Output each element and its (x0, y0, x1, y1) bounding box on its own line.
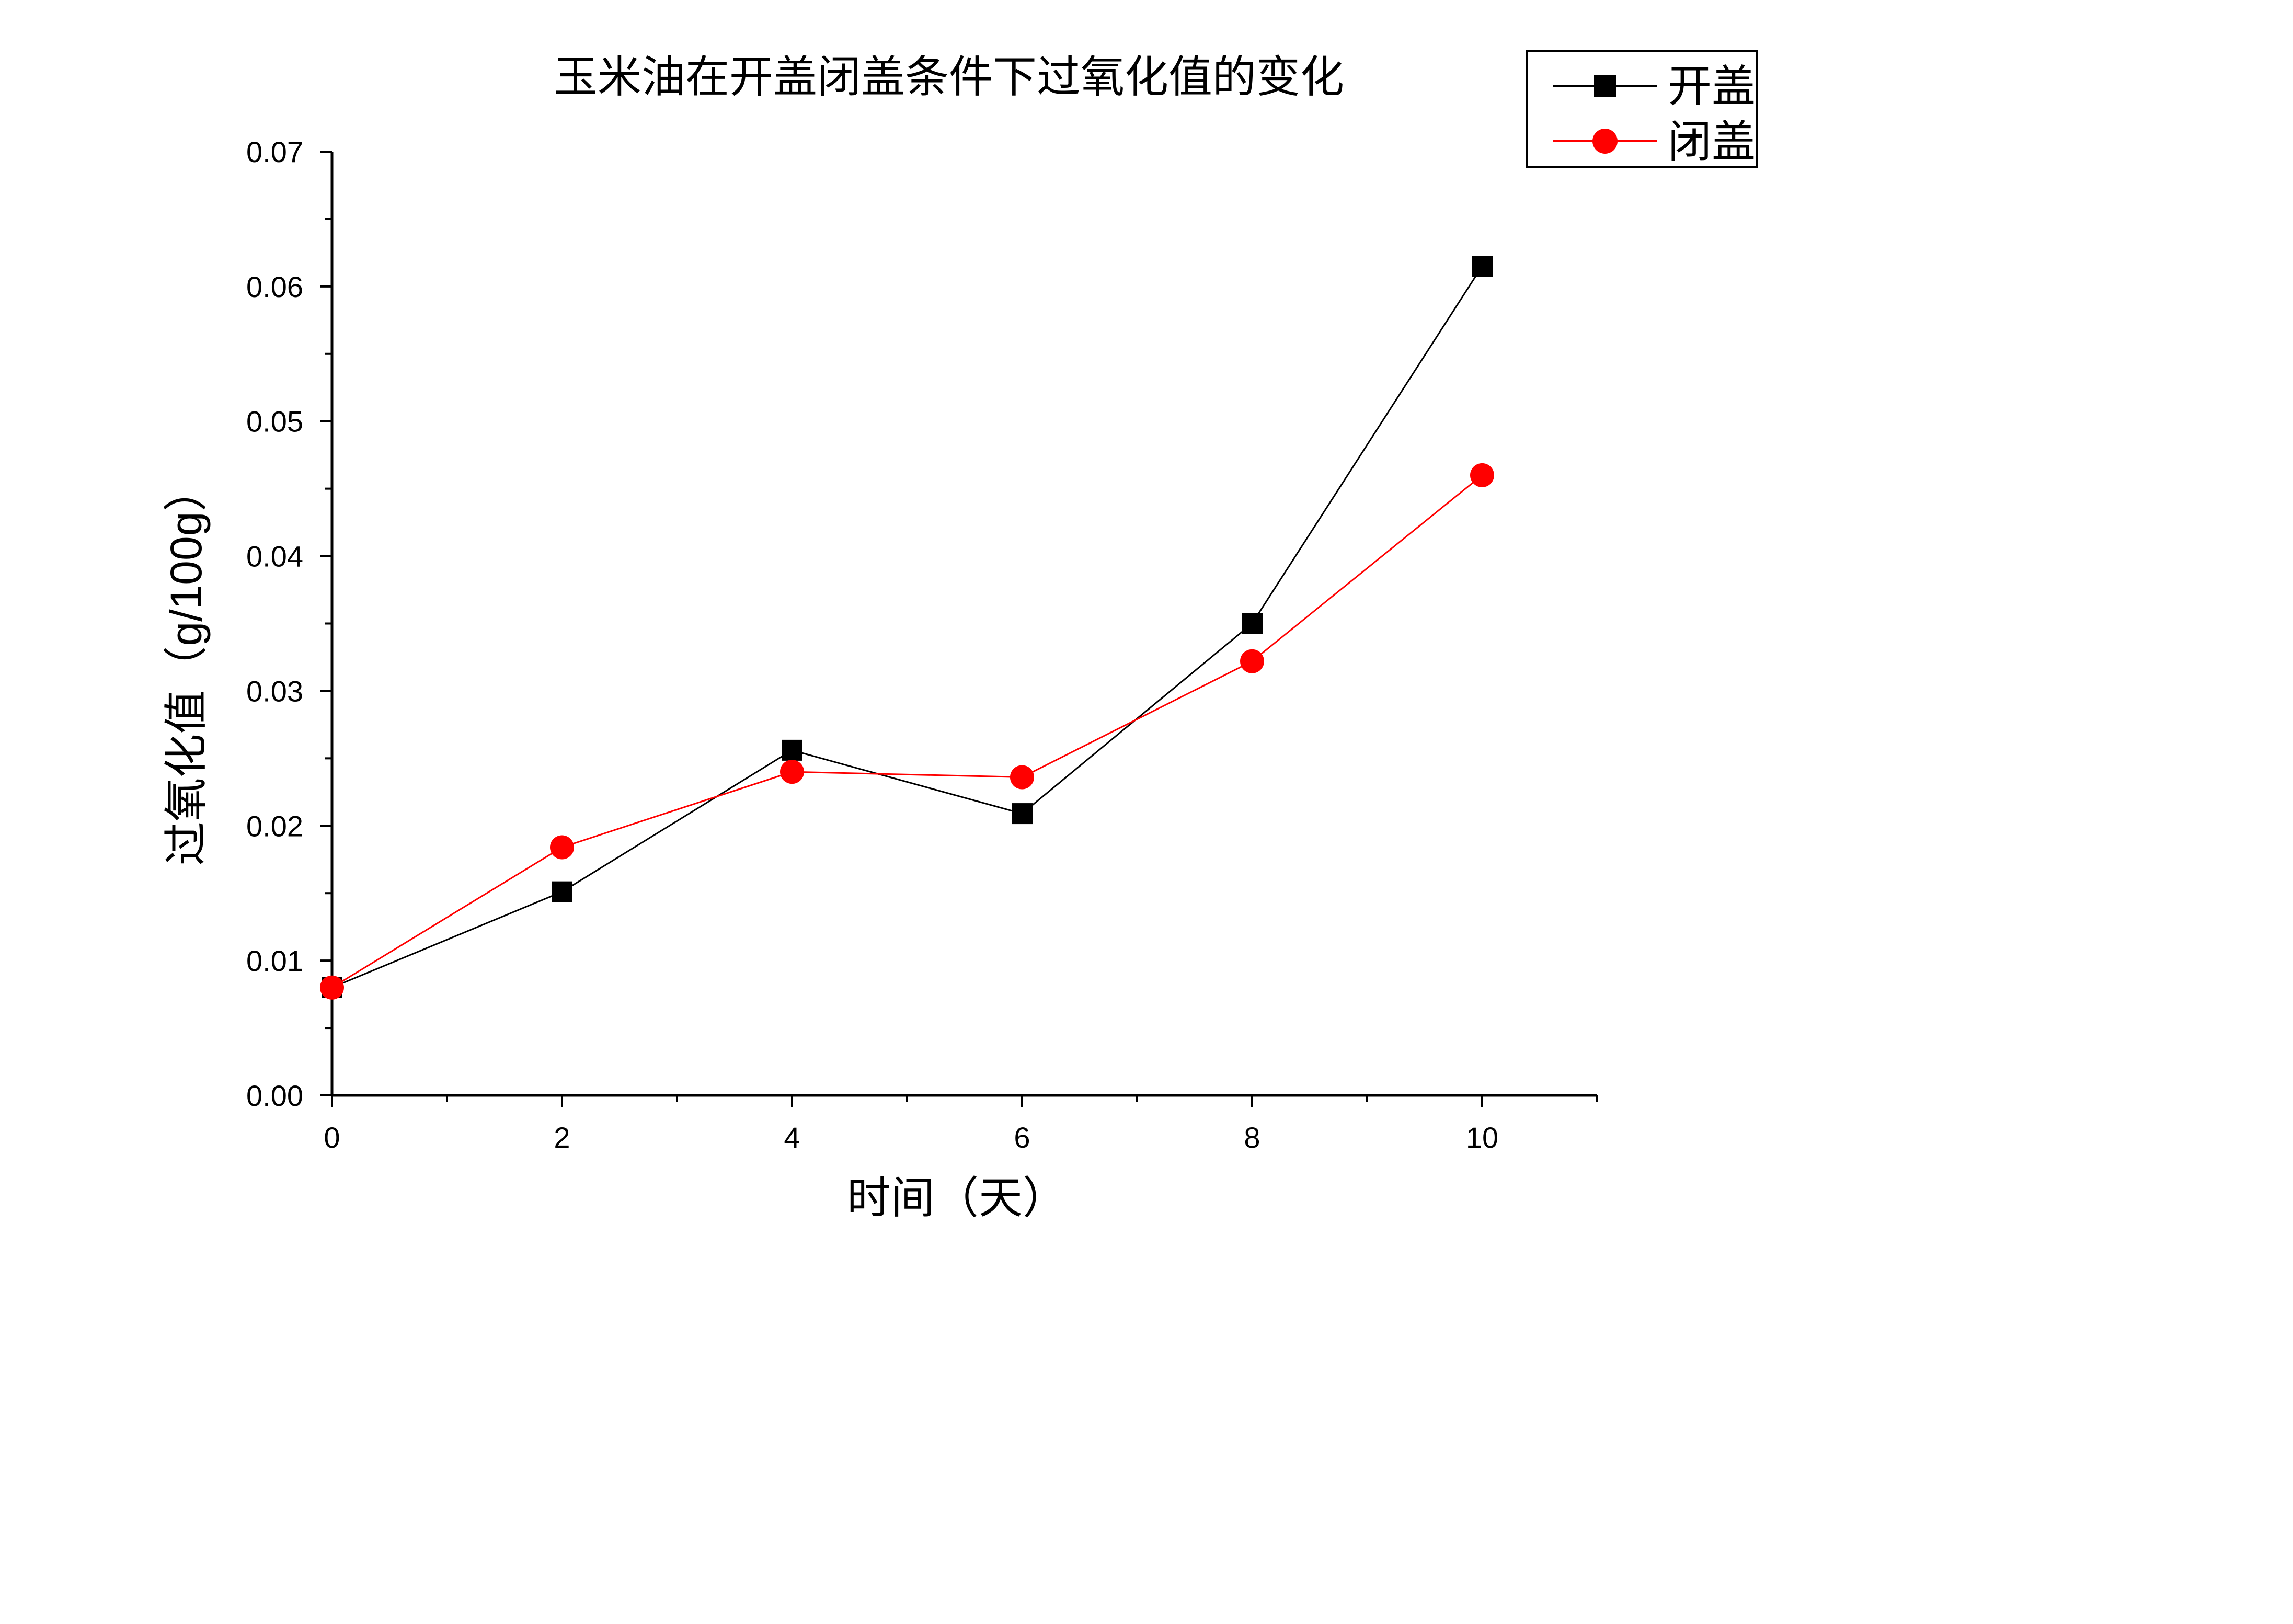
y-tick-label: 0.00 (246, 1079, 303, 1112)
x-tick-label: 2 (554, 1121, 570, 1154)
series-line-1 (331, 474, 1483, 988)
legend-label-series-0: 开盖 (1668, 62, 1756, 111)
chart-title: 玉米油在开盖闭盖条件下过氧化值的变化 (554, 52, 1344, 101)
y-axis-label: 过氧化值（g/100g） (162, 468, 211, 866)
y-tick-label: 0.02 (246, 809, 303, 842)
y-tick-label: 0.05 (246, 405, 303, 438)
x-tick-label: 10 (1466, 1121, 1498, 1154)
y-tick-label: 0.01 (246, 944, 303, 977)
data-point-series-0 (552, 881, 572, 902)
data-point-series-1 (320, 975, 344, 1000)
y-tick-label: 0.04 (246, 540, 303, 573)
legend-label-series-1: 闭盖 (1668, 117, 1756, 166)
legend-marker-circle-icon (1592, 129, 1618, 154)
x-tick-label: 0 (324, 1121, 340, 1154)
data-point-series-0 (1242, 613, 1263, 634)
data-point-series-0 (1012, 803, 1033, 825)
y-tick-label: 0.03 (246, 674, 303, 707)
data-point-series-1 (780, 760, 804, 784)
legend-box (1526, 50, 1758, 168)
data-point-series-1 (550, 835, 574, 860)
x-tick-label: 8 (1244, 1121, 1260, 1154)
x-axis-label: 时间（天） (847, 1173, 1067, 1222)
x-tick-label: 6 (1014, 1121, 1030, 1154)
data-point-series-0 (782, 739, 802, 761)
data-point-series-1 (1470, 463, 1494, 487)
data-point-series-1 (1010, 765, 1034, 790)
legend: 开盖 闭盖 (1526, 50, 1758, 168)
axes (330, 152, 1597, 1097)
x-tick-label: 4 (784, 1121, 800, 1154)
ticks: 0 2 4 6 8 10 0.00 0.01 0.02 0.03 0.04 0.05 0.06 0.07 (246, 135, 1598, 1154)
data-point-series-1 (1240, 649, 1264, 673)
y-tick-label: 0.06 (246, 270, 303, 303)
series-layer (320, 256, 1494, 1000)
data-point-series-0 (1472, 256, 1493, 277)
legend-marker-square-icon (1594, 75, 1616, 97)
y-tick-label: 0.07 (246, 135, 303, 168)
series-line-0 (331, 266, 1483, 989)
